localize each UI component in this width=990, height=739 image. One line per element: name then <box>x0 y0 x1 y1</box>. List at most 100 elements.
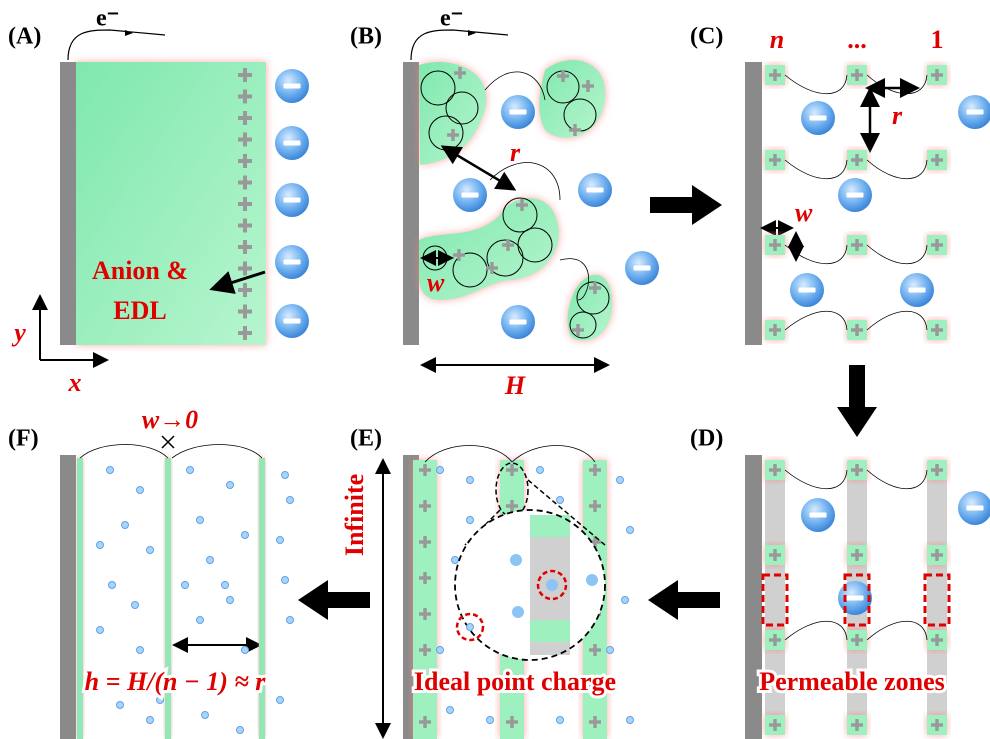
plus <box>243 68 247 82</box>
permeable-band <box>765 480 785 735</box>
plus <box>510 716 513 728</box>
plus <box>458 67 461 79</box>
point-charge <box>487 717 494 724</box>
minus <box>510 319 527 324</box>
plus <box>243 90 247 104</box>
point-charge <box>627 527 634 534</box>
caption: Permeable zones <box>759 667 945 696</box>
plus <box>243 154 247 168</box>
point-charge <box>617 477 624 484</box>
green-region <box>76 62 266 345</box>
minus <box>284 197 301 202</box>
column-label: ... <box>847 25 867 54</box>
panel-label: (C) <box>690 24 723 50</box>
axis-label: x <box>68 368 82 397</box>
plus <box>935 239 938 251</box>
plus <box>561 70 564 82</box>
point-charge <box>197 617 204 624</box>
plus <box>490 262 493 274</box>
point-charge <box>187 467 194 474</box>
plus <box>423 536 426 548</box>
permeable-band <box>927 480 947 735</box>
point-charge <box>467 477 474 484</box>
point-charge <box>437 647 444 654</box>
plus <box>457 249 460 261</box>
minus <box>810 115 827 120</box>
plus <box>573 124 576 136</box>
zoom-site <box>530 620 570 642</box>
flow-arrow <box>648 580 720 620</box>
point-charge <box>109 582 116 589</box>
plus <box>510 500 513 512</box>
point-charge <box>122 522 129 529</box>
point-charge <box>467 517 474 524</box>
point-charge <box>227 482 234 489</box>
panel-label: (D) <box>690 426 723 452</box>
plus <box>423 716 426 728</box>
zoom-site <box>530 515 570 537</box>
thin-layer <box>165 458 171 739</box>
minus <box>967 109 984 114</box>
plus <box>855 634 858 646</box>
column-label: 1 <box>931 25 944 54</box>
minus <box>284 318 301 323</box>
flow-arrow <box>298 580 370 620</box>
point-charge <box>627 717 634 724</box>
point-charge <box>97 542 104 549</box>
point-charge <box>467 624 474 631</box>
electrode <box>60 62 76 345</box>
plus <box>510 464 513 476</box>
plus <box>935 154 938 166</box>
point-charge <box>237 727 244 734</box>
plus <box>423 572 426 584</box>
point-charge <box>227 597 234 604</box>
plus <box>243 111 247 125</box>
column-label: n <box>770 25 784 54</box>
minus <box>634 265 651 270</box>
top-label: w→0 <box>142 405 198 434</box>
plus <box>423 608 426 620</box>
plus <box>935 634 938 646</box>
point-charge <box>557 497 564 504</box>
plus <box>243 283 247 297</box>
plus <box>593 716 596 728</box>
plus <box>773 634 776 646</box>
arrowhead <box>468 30 476 36</box>
point-charge <box>622 597 629 604</box>
point-charge <box>287 497 294 504</box>
plus <box>593 644 596 656</box>
axis-label: y <box>11 318 26 347</box>
flow-arrow <box>837 365 877 437</box>
figure: (A) e⁻ Anion & EDL y x (B) e⁻ r w H (C) … <box>0 0 990 739</box>
electrode <box>745 62 762 345</box>
point-charge <box>512 606 524 618</box>
caption: Ideal point charge <box>414 667 616 696</box>
r-label: r <box>892 101 903 130</box>
plus <box>243 133 247 147</box>
point-charge <box>447 707 454 714</box>
plus <box>935 324 938 336</box>
plus <box>243 240 247 254</box>
point-charge <box>97 627 104 634</box>
plus <box>855 239 858 251</box>
minus <box>587 187 604 192</box>
minus <box>810 512 827 517</box>
electrode <box>60 455 76 739</box>
annotation: EDL <box>113 296 166 325</box>
point-charge <box>242 532 249 539</box>
w-marks <box>162 436 174 448</box>
panel-label: (B) <box>350 24 382 50</box>
plus <box>423 500 426 512</box>
plus <box>855 464 858 476</box>
plus <box>243 262 247 276</box>
point-charge <box>132 602 139 609</box>
H-label: H <box>504 371 526 400</box>
panel-label: (F) <box>8 426 39 452</box>
plus <box>935 464 938 476</box>
point-charge <box>282 577 289 584</box>
minus <box>284 140 301 145</box>
r-label: r <box>510 138 521 167</box>
point-charge <box>586 574 598 586</box>
point-charge <box>207 557 214 564</box>
plus <box>773 324 776 336</box>
